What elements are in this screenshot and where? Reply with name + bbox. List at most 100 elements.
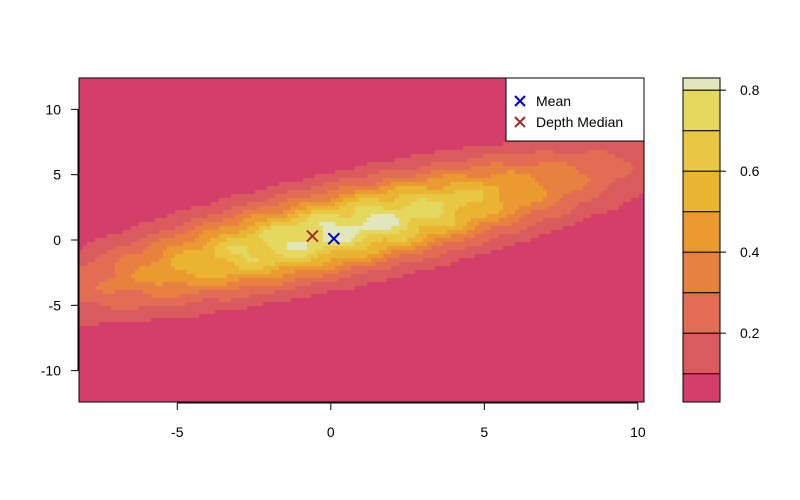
contour-cell [575,182,580,187]
contour-cell [639,210,644,215]
contour-cell [311,158,316,163]
contour-cell [407,138,412,143]
contour-cell [507,214,512,219]
contour-cell [367,174,372,179]
contour-cell [91,190,96,195]
contour-cell [491,142,496,147]
contour-cell [203,134,208,139]
contour-cell [335,102,340,107]
contour-cell [207,178,212,183]
contour-cell [431,206,436,211]
contour-cell [155,130,160,135]
contour-cell [579,198,584,203]
contour-cell [311,90,316,95]
contour-cell [447,94,452,99]
contour-cell [463,178,468,183]
contour-cell [431,174,436,179]
contour-cell [459,190,464,195]
contour-cell [515,146,520,151]
contour-cell [395,214,400,219]
contour-cell [187,78,192,83]
contour-cell [187,158,192,163]
contour-cell [211,198,216,203]
contour-cell [303,142,308,147]
contour-cell [527,170,532,175]
contour-cell [351,190,356,195]
contour-cell [363,178,368,183]
contour-cell [427,174,432,179]
contour-cell [347,154,352,159]
contour-cell [427,210,432,215]
contour-cell [399,114,404,119]
contour-cell [419,126,424,131]
contour-cell [491,170,496,175]
contour-cell [415,186,420,191]
contour-cell [411,86,416,91]
contour-cell [107,210,112,215]
contour-cell [487,126,492,131]
contour-cell [107,190,112,195]
contour-cell [323,154,328,159]
contour-cell [583,198,588,203]
contour-cell [335,114,340,119]
contour-cell [303,150,308,155]
contour-cell [603,210,608,215]
contour-cell [195,86,200,91]
contour-cell [235,114,240,119]
contour-cell [483,118,488,123]
contour-cell [227,98,232,103]
contour-cell [267,194,272,199]
contour-cell [475,202,480,207]
contour-cell [119,162,124,167]
contour-cell [399,170,404,175]
contour-cell [371,122,376,127]
contour-cell [467,186,472,191]
contour-cell [87,150,92,155]
contour-cell [583,166,588,171]
contour-cell [247,86,252,91]
contour-cell [587,190,592,195]
contour-cell [411,162,416,167]
contour-cell [139,98,144,103]
contour-cell [295,130,300,135]
contour-cell [207,214,212,219]
contour-cell [335,182,340,187]
contour-cell [231,130,236,135]
contour-cell [387,78,392,83]
contour-cell [551,170,556,175]
contour-cell [235,214,240,219]
contour-cell [363,82,368,87]
contour-cell [407,126,412,131]
contour-cell [427,106,432,111]
contour-cell [259,118,264,123]
contour-cell [79,190,84,195]
contour-cell [167,154,172,159]
contour-cell [163,122,168,127]
contour-cell [235,170,240,175]
contour-cell [107,102,112,107]
contour-cell [391,134,396,139]
contour-cell [367,114,372,119]
contour-cell [487,86,492,91]
contour-cell [451,154,456,159]
contour-cell [355,146,360,151]
contour-cell [395,106,400,111]
contour-cell [107,182,112,187]
contour-cell [387,118,392,123]
contour-cell [475,82,480,87]
contour-cell [263,102,268,107]
contour-cell [371,190,376,195]
contour-cell [343,94,348,99]
contour-cell [231,142,236,147]
contour-cell [127,218,132,223]
contour-cell [603,170,608,175]
contour-cell [343,182,348,187]
contour-cell [591,198,596,203]
contour-cell [123,78,128,83]
contour-cell [155,126,160,131]
contour-cell [263,154,268,159]
contour-cell [423,110,428,115]
contour-cell [87,134,92,139]
contour-cell [107,106,112,111]
contour-cell [399,142,404,147]
